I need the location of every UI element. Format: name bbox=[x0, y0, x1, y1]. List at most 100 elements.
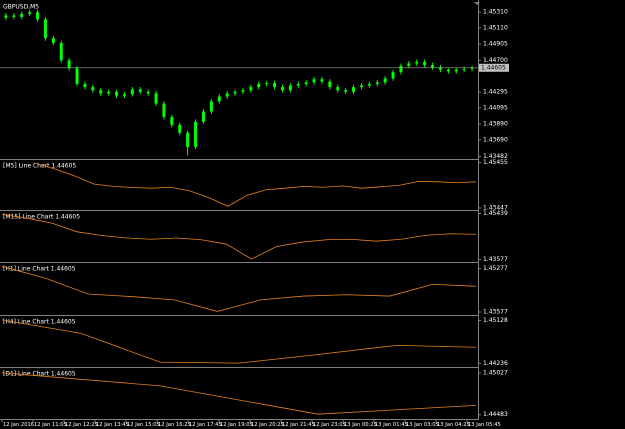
candle-body bbox=[36, 12, 40, 20]
candle-body bbox=[83, 83, 87, 88]
time-label: 12 Jan 2016 bbox=[3, 422, 34, 428]
y-tick-label: 1.44236 bbox=[483, 360, 508, 367]
candle-body bbox=[186, 132, 190, 147]
candle-body bbox=[217, 96, 221, 102]
time-label: 12 Jan 20:25 bbox=[251, 422, 284, 428]
candle-body bbox=[407, 63, 411, 66]
y-tick-label: 1.43577 bbox=[483, 256, 508, 263]
y-tick-label: 1.45128 bbox=[483, 317, 508, 324]
y-tick-label: 1.43690 bbox=[483, 136, 508, 143]
candle-body bbox=[288, 85, 292, 91]
price-line bbox=[36, 163, 477, 207]
candle-body bbox=[273, 83, 277, 88]
time-label: 12 Jan 23:05 bbox=[313, 422, 346, 428]
price-line bbox=[1, 214, 477, 260]
candle-body bbox=[59, 42, 63, 61]
time-label: 13 Jan 03:05 bbox=[406, 422, 439, 428]
candle-body bbox=[225, 93, 229, 97]
y-tick-label: 1.45310 bbox=[483, 9, 508, 16]
candle-body bbox=[138, 89, 142, 92]
time-label: 12 Jan 21:45 bbox=[282, 422, 315, 428]
candle-body bbox=[470, 68, 474, 69]
y-tick-label: 1.44095 bbox=[483, 104, 508, 111]
y-tick-label: 1.44483 bbox=[483, 411, 508, 418]
candle-body bbox=[75, 68, 79, 84]
candle-body bbox=[462, 68, 466, 70]
time-label: 12 Jan 16:25 bbox=[158, 422, 191, 428]
y-tick-label: 1.44905 bbox=[483, 41, 508, 48]
time-label: 12 Jan 19:05 bbox=[220, 422, 253, 428]
y-tick-label: 1.43577 bbox=[483, 309, 508, 316]
candle-body bbox=[446, 69, 450, 72]
time-label: 13 Jan 05:45 bbox=[468, 422, 501, 428]
shift-marker bbox=[474, 2, 480, 5]
time-label: 13 Jan 04:25 bbox=[437, 422, 470, 428]
candle-body bbox=[99, 90, 103, 94]
candle-body bbox=[359, 85, 363, 88]
price-line bbox=[1, 265, 477, 312]
candle-body bbox=[233, 91, 237, 94]
candle-body bbox=[431, 65, 435, 68]
candle-body bbox=[67, 60, 71, 69]
candle-body bbox=[130, 89, 134, 95]
candle-body bbox=[415, 61, 419, 64]
candle-body bbox=[146, 91, 150, 94]
time-label: 12 Jan 11:05 bbox=[34, 422, 67, 428]
candle-body bbox=[320, 79, 324, 82]
candle-body bbox=[423, 61, 427, 66]
y-tick-label: 1.45439 bbox=[483, 210, 508, 217]
candle-body bbox=[383, 78, 387, 83]
candle-body bbox=[257, 83, 261, 88]
candle-body bbox=[367, 83, 371, 86]
candle-body bbox=[12, 15, 16, 17]
current-price-label: 1.44605 bbox=[481, 64, 506, 71]
candle-body bbox=[209, 101, 213, 112]
candle-body bbox=[115, 91, 119, 96]
candle-body bbox=[438, 67, 442, 70]
y-tick-label: 1.44700 bbox=[483, 57, 508, 64]
panel-title: [M15] Line Chart 1.44605 bbox=[3, 214, 80, 221]
candle-body bbox=[328, 81, 332, 88]
panel-title: [M5] Line Chart 1.44605 bbox=[3, 163, 76, 170]
current-price-box bbox=[479, 63, 509, 72]
candle-body bbox=[241, 90, 245, 92]
y-tick-label: 1.45110 bbox=[483, 25, 508, 32]
candle-body bbox=[122, 94, 126, 96]
candle-body bbox=[162, 103, 166, 118]
panel-title: [H4] Line Chart 1.44605 bbox=[3, 319, 76, 326]
candle-body bbox=[249, 87, 253, 91]
candle-body bbox=[43, 19, 47, 39]
candle-body bbox=[296, 83, 300, 86]
candle-body bbox=[304, 82, 308, 84]
panel-title: [D1] Line Chart 1.44605 bbox=[3, 371, 76, 378]
time-label: 12 Jan 17:45 bbox=[189, 422, 222, 428]
candle-body bbox=[280, 87, 284, 91]
candle-body bbox=[336, 87, 340, 91]
y-tick-label: 1.45277 bbox=[483, 265, 508, 272]
time-label: 13 Jan 00:25 bbox=[344, 422, 377, 428]
candle-body bbox=[201, 111, 205, 122]
candle-body bbox=[20, 13, 24, 17]
candle-body bbox=[265, 83, 269, 84]
time-label: 12 Jan 15:05 bbox=[127, 422, 160, 428]
y-tick-label: 1.45455 bbox=[483, 159, 508, 166]
price-line bbox=[1, 319, 477, 364]
y-tick-label: 1.43482 bbox=[483, 153, 508, 160]
candle-body bbox=[375, 82, 379, 84]
candle-body bbox=[344, 90, 348, 92]
panel-title: GBPUSD,M5 bbox=[3, 4, 39, 11]
y-tick-label: 1.43447 bbox=[483, 204, 508, 211]
y-tick-label: 1.44295 bbox=[483, 89, 508, 96]
y-tick-label: 1.45027 bbox=[483, 370, 508, 377]
candle-body bbox=[194, 121, 198, 147]
candle-body bbox=[170, 117, 174, 125]
time-label: 13 Jan 01:45 bbox=[375, 422, 408, 428]
candle-body bbox=[391, 72, 395, 79]
candle-body bbox=[454, 69, 458, 72]
candle-body bbox=[51, 38, 55, 43]
panel-title: [H1] Line Chart 1.44605 bbox=[3, 266, 76, 273]
candle-body bbox=[352, 87, 356, 92]
candle-body bbox=[399, 65, 403, 73]
candle-body bbox=[312, 79, 316, 83]
